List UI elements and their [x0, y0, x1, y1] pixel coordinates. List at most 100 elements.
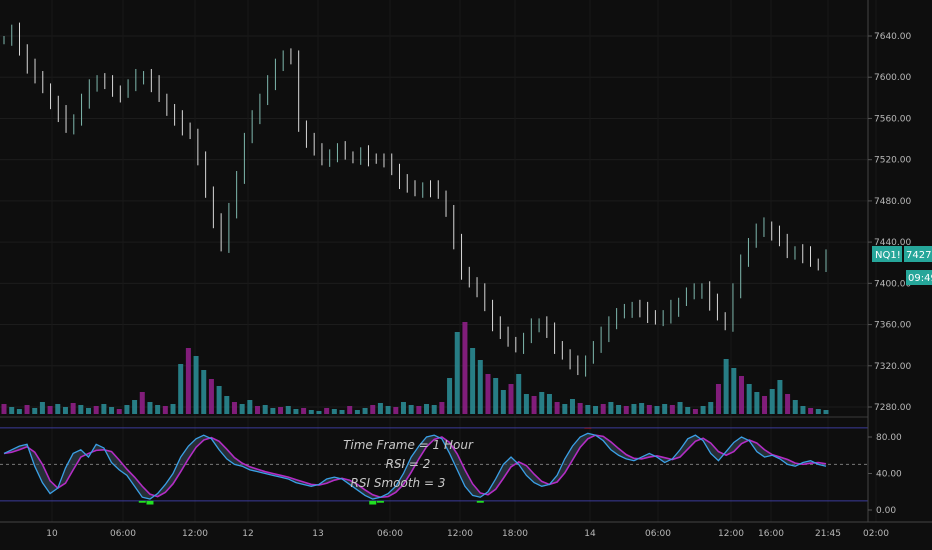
volume-bar — [431, 405, 437, 414]
volume-bar — [301, 408, 307, 414]
volume-bar — [262, 405, 268, 414]
indicator-pane — [0, 427, 868, 505]
volume-bar — [393, 407, 399, 414]
volume-bar — [669, 405, 675, 414]
volume-bar — [1, 404, 7, 414]
volume-bar — [585, 405, 591, 414]
volume-bar — [377, 403, 383, 414]
time-tick-label: 12:00 — [718, 529, 744, 539]
volume-bar — [516, 374, 522, 414]
volume-bar — [9, 407, 15, 414]
volume-bar — [185, 348, 191, 414]
volume-bar — [462, 322, 468, 414]
volume-bar — [331, 409, 337, 414]
price-tick-label: 7560.00 — [874, 114, 911, 124]
overbought-fill — [584, 427, 592, 429]
volume-bar — [247, 400, 253, 414]
volume-bar — [55, 404, 61, 414]
volume-bar — [554, 402, 560, 414]
indicator-label-rsi-smooth: RSI Smooth = 3 — [351, 476, 446, 490]
time-axis[interactable]: 10 06:00 12:00 12 13 06:00 12:00 18:00 14 06:00 12… — [46, 529, 889, 539]
volume-bar — [47, 406, 53, 414]
volume-bar — [738, 376, 744, 414]
volume-bar — [608, 402, 614, 414]
time-tick-label: 02:00 — [863, 529, 889, 539]
volume-bar — [447, 378, 453, 414]
volume-bar — [531, 396, 537, 414]
volume-bar — [493, 378, 499, 414]
price-tick-label: 7440.00 — [874, 238, 911, 248]
price-tick-label: 7520.00 — [874, 156, 911, 166]
indicator-tick-label: 40.00 — [876, 470, 902, 480]
time-tick-label: 06:00 — [645, 529, 671, 539]
volume-bar — [562, 404, 568, 414]
price-tick-label: 7600.00 — [874, 73, 911, 83]
volume-bar — [577, 403, 583, 414]
volume-bar — [808, 408, 814, 414]
volume-bar — [470, 348, 476, 414]
oversold-fill — [146, 500, 154, 505]
volume-bar — [593, 406, 599, 414]
volume-bar — [785, 394, 791, 414]
countdown-badge: 09:49 — [906, 270, 932, 285]
volume-bar — [139, 392, 145, 414]
price-tick-label: 7480.00 — [874, 197, 911, 207]
volume-bar — [424, 404, 430, 414]
volume-bar — [777, 380, 783, 414]
volume-bar — [270, 408, 276, 414]
volume-bar — [124, 405, 130, 414]
volume-bar — [715, 384, 721, 414]
volume-bar — [762, 396, 768, 414]
volume-bar — [116, 409, 122, 414]
volume-bar — [477, 360, 483, 414]
last-price: 7427.25 — [906, 250, 932, 261]
price-tick-label: 7280.00 — [874, 403, 911, 413]
time-tick-label: 06:00 — [110, 529, 136, 539]
volume-bar — [692, 409, 698, 414]
volume-bar — [815, 409, 821, 414]
volume-bar — [324, 408, 330, 414]
volume-bar — [623, 406, 629, 414]
volume-bar — [792, 400, 798, 414]
volume-bar — [16, 409, 22, 414]
time-tick-label: 10 — [46, 529, 58, 539]
volume-bar — [662, 404, 668, 414]
volume-bar — [216, 386, 222, 414]
countdown-timer: 09:49 — [908, 273, 932, 284]
price-axis[interactable]: 7640.00 7600.00 7560.00 7520.00 7480.00 7440.… — [868, 32, 911, 413]
volume-bar — [800, 406, 806, 414]
time-tick-label: 14 — [584, 529, 596, 539]
volume-bar — [823, 410, 829, 414]
volume-bar — [385, 406, 391, 414]
volume-bar — [231, 402, 237, 414]
indicator-tick-label: 80.00 — [876, 433, 902, 443]
volume-bar — [32, 408, 38, 414]
volume-bar — [523, 394, 529, 414]
volume-bar — [677, 402, 683, 414]
volume-bar — [616, 405, 622, 414]
volume-bar — [546, 394, 552, 414]
indicator-axis[interactable]: 80.00 40.00 0.00 — [868, 433, 902, 516]
volume-bar — [600, 404, 606, 414]
volume-bar — [285, 406, 291, 414]
volume-bar — [193, 356, 199, 414]
volume-bar — [155, 405, 161, 414]
price-tick-label: 7320.00 — [874, 362, 911, 372]
volume-bar — [439, 402, 445, 414]
time-tick-label: 06:00 — [377, 529, 403, 539]
indicator-label-rsi: RSI = 2 — [386, 457, 431, 471]
volume-bar — [454, 332, 460, 414]
volume-bar — [339, 410, 345, 414]
volume-bar — [708, 402, 714, 414]
time-tick-label: 13 — [312, 529, 323, 539]
volume-bar — [101, 404, 107, 414]
volume-bar — [86, 408, 92, 414]
volume-bar — [278, 407, 284, 414]
volume-bar — [39, 402, 45, 414]
volume-bar — [132, 400, 138, 414]
volume-bar — [62, 407, 68, 414]
indicator-label-timeframe: Time Frame = 1 Hour — [343, 438, 474, 452]
time-tick-label: 18:00 — [502, 529, 528, 539]
volume-bar — [93, 406, 99, 414]
